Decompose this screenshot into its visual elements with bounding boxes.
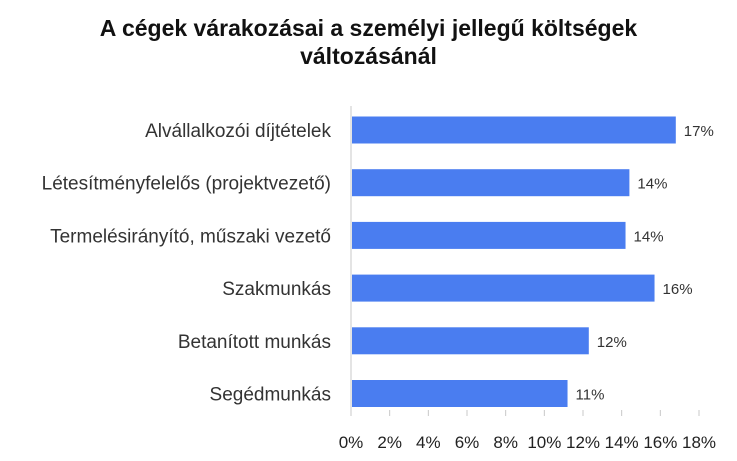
- chart-title: A cégek várakozásai a személyi jellegű k…: [0, 14, 737, 70]
- category-label: Betanított munkás: [178, 332, 331, 353]
- bar: [352, 169, 630, 197]
- x-tick-label: 2%: [377, 433, 402, 452]
- bar: [352, 116, 676, 144]
- x-tick-label: 6%: [455, 433, 480, 452]
- data-label: 12%: [597, 334, 627, 351]
- x-tick-label: 0%: [339, 433, 364, 452]
- bar: [352, 221, 626, 249]
- data-label: 14%: [637, 176, 667, 193]
- x-tick-label: 8%: [493, 433, 518, 452]
- bar: [352, 274, 655, 302]
- category-label: Termelésirányító, műszaki vezető: [50, 226, 331, 247]
- x-tick-label: 12%: [566, 433, 600, 452]
- x-tick-label: 18%: [682, 433, 716, 452]
- x-tick-label: 14%: [605, 433, 639, 452]
- category-label: Alvállalkozói díjtételek: [145, 121, 331, 142]
- category-label: Segédmunkás: [210, 385, 331, 406]
- data-label: 17%: [684, 123, 714, 140]
- x-tick-label: 10%: [527, 433, 561, 452]
- x-tick-label: 16%: [643, 433, 677, 452]
- bar: [352, 327, 589, 355]
- data-label: 11%: [576, 387, 605, 404]
- data-label: 14%: [634, 228, 664, 245]
- chart-title-line-1: A cégek várakozásai a személyi jellegű k…: [99, 15, 638, 41]
- data-label: 16%: [663, 281, 693, 298]
- bar: [352, 380, 568, 407]
- category-label: Szakmunkás: [222, 279, 331, 300]
- category-label: Létesítményfelelős (projektvezető): [42, 174, 331, 195]
- x-tick-label: 4%: [416, 433, 441, 452]
- chart-title-line-2: változásánál: [300, 43, 437, 69]
